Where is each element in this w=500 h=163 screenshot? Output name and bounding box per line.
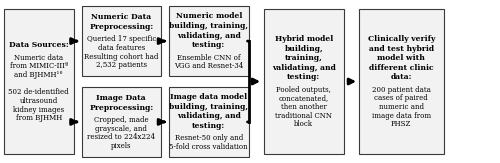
- Text: 200 patient data: 200 patient data: [372, 86, 430, 94]
- FancyBboxPatch shape: [4, 9, 73, 154]
- Text: from MIMIC-IIIª: from MIMIC-IIIª: [10, 62, 68, 70]
- FancyBboxPatch shape: [264, 9, 344, 154]
- Text: model with: model with: [378, 54, 425, 62]
- Text: ultrasound: ultrasound: [20, 97, 58, 105]
- Text: concatenated,: concatenated,: [278, 94, 329, 102]
- Text: 502 de-identified: 502 de-identified: [8, 88, 69, 96]
- Text: Ensemble CNN of: Ensemble CNN of: [177, 54, 240, 62]
- Text: traditional CNN: traditional CNN: [275, 112, 332, 120]
- Text: testing:: testing:: [287, 73, 320, 81]
- FancyBboxPatch shape: [169, 87, 248, 157]
- Text: validating, and: validating, and: [272, 64, 336, 72]
- Text: and BJHMH¹°: and BJHMH¹°: [14, 71, 63, 79]
- Text: validating, and: validating, and: [177, 112, 240, 120]
- Text: Image data model: Image data model: [170, 93, 248, 101]
- Text: Cropped, made: Cropped, made: [94, 116, 148, 124]
- Text: image data from: image data from: [372, 112, 431, 120]
- Text: building, training,: building, training,: [170, 22, 248, 30]
- Text: Hybrid model: Hybrid model: [274, 35, 333, 43]
- Text: different clinic: different clinic: [369, 64, 434, 72]
- Text: Image Data: Image Data: [96, 94, 146, 102]
- Text: Pooled outputs,: Pooled outputs,: [276, 86, 331, 94]
- Text: pixels: pixels: [111, 142, 132, 150]
- FancyBboxPatch shape: [359, 9, 444, 154]
- Text: Numeric model: Numeric model: [176, 12, 242, 20]
- Text: Data Sources:: Data Sources:: [9, 41, 68, 49]
- FancyBboxPatch shape: [169, 6, 248, 76]
- Text: and test hybrid: and test hybrid: [368, 44, 434, 52]
- Text: Numeric Data: Numeric Data: [91, 13, 152, 21]
- Text: data features: data features: [98, 44, 145, 52]
- Text: kidney images: kidney images: [13, 106, 64, 114]
- Text: block: block: [294, 120, 313, 128]
- Text: Numeric data: Numeric data: [14, 54, 64, 62]
- Text: validating, and: validating, and: [177, 31, 240, 39]
- Text: resized to 224x224: resized to 224x224: [88, 133, 155, 141]
- Text: data:: data:: [390, 73, 412, 81]
- Text: VGG and Resnet-34: VGG and Resnet-34: [174, 62, 244, 70]
- Text: grayscale, and: grayscale, and: [96, 125, 147, 133]
- Text: Resulting cohort had: Resulting cohort had: [84, 53, 158, 61]
- Text: then another: then another: [281, 103, 326, 111]
- Text: Resnet-50 only and: Resnet-50 only and: [174, 134, 243, 142]
- Text: building,: building,: [284, 44, 323, 52]
- FancyBboxPatch shape: [82, 6, 161, 76]
- Text: Preprocessing:: Preprocessing:: [89, 23, 154, 31]
- Text: 5-fold cross validation: 5-fold cross validation: [170, 143, 248, 151]
- Text: Preprocessing:: Preprocessing:: [89, 104, 154, 111]
- Text: testing:: testing:: [192, 41, 226, 49]
- Text: from BJHMH: from BJHMH: [16, 114, 62, 122]
- FancyBboxPatch shape: [82, 87, 161, 157]
- Text: cases of paired: cases of paired: [374, 94, 428, 102]
- Text: Queried 17 specific: Queried 17 specific: [86, 35, 156, 43]
- Text: Clinically verify: Clinically verify: [368, 35, 435, 43]
- Text: building, training,: building, training,: [170, 103, 248, 111]
- Text: 2,532 patients: 2,532 patients: [96, 61, 147, 69]
- Text: PHSZ: PHSZ: [391, 120, 411, 128]
- Text: testing:: testing:: [192, 122, 226, 130]
- Text: training,: training,: [285, 54, 323, 62]
- Text: numeric and: numeric and: [379, 103, 424, 111]
